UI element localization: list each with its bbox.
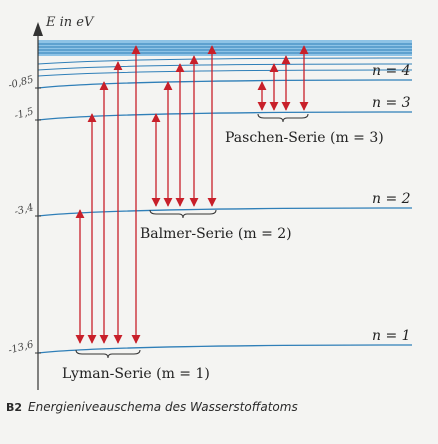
series-labels: Lyman-Serie (m = 1) Balmer-Serie (m = 2) P… xyxy=(62,113,384,382)
series-brace xyxy=(149,209,217,219)
continuum-band xyxy=(37,40,413,77)
energy-level-diagram: E in eV n = 1-13,6n = 2-3,4n = 3-1,5n = … xyxy=(7,15,413,390)
level-line-n3 xyxy=(37,111,413,121)
level-label-n4: n = 4 xyxy=(372,63,411,79)
tick-label-n3: -1,5 xyxy=(13,106,34,122)
series-brace xyxy=(75,349,141,359)
caption-text: Energieniveauschema des Wasserstoffatoms xyxy=(28,400,298,414)
level-line-n1 xyxy=(37,344,413,354)
level-line-n4 xyxy=(37,79,413,89)
series-label-m1: Lyman-Serie (m = 1) xyxy=(62,366,210,382)
level-line-higher xyxy=(37,63,413,71)
tick-label-n4: -0,85 xyxy=(7,74,35,91)
series-label-m3: Paschen-Serie (m = 3) xyxy=(225,130,384,146)
energy-axis: E in eV xyxy=(33,15,95,390)
axis-label: E in eV xyxy=(45,15,95,30)
caption-number: B2 xyxy=(6,401,23,414)
continuum-fill xyxy=(38,40,412,56)
level-label-n1: n = 1 xyxy=(372,328,411,344)
figure-caption: B2 Energieniveauschema des Wasserstoffato… xyxy=(6,400,436,414)
level-line-higher xyxy=(37,57,413,65)
transition-arrows xyxy=(75,45,309,344)
energy-levels: n = 1 -13,6 n = 2 -3,4 n = 3 -1,5 n = 4 -0,85 xyxy=(7,63,413,357)
level-label-n3: n = 3 xyxy=(372,95,411,111)
tick-label-n1: -13,6 xyxy=(7,339,35,356)
level-line-higher xyxy=(37,69,413,77)
tick-label-n2: -3,4 xyxy=(13,202,34,218)
series-label-m2: Balmer-Serie (m = 2) xyxy=(140,226,292,242)
axis-arrow-icon xyxy=(33,22,43,36)
series-brace xyxy=(257,113,309,123)
level-label-n2: n = 2 xyxy=(372,191,411,207)
level-line-n2 xyxy=(37,207,413,217)
